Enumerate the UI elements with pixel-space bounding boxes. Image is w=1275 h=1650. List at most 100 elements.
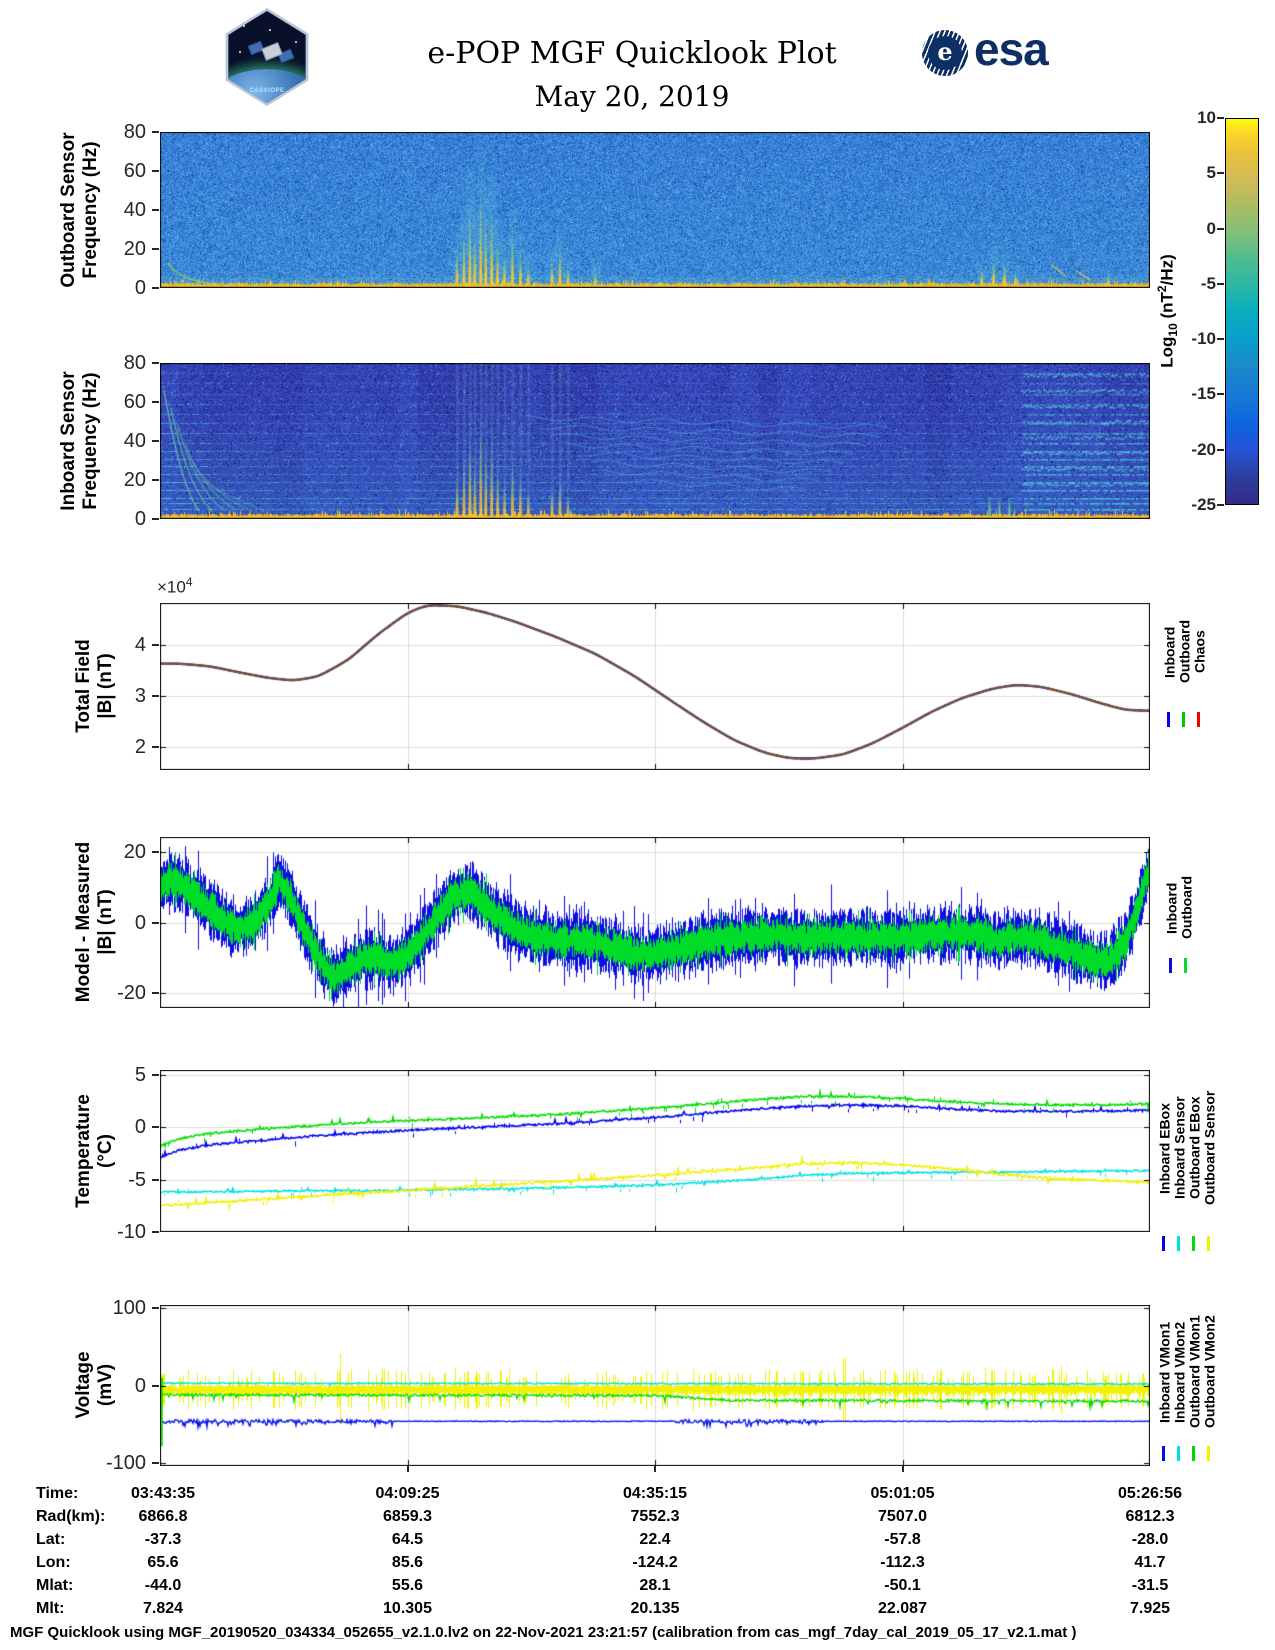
y-axis-multiplier: ×104 bbox=[157, 575, 193, 597]
tick-label: 80 bbox=[123, 352, 146, 374]
legend-swatch bbox=[1207, 1236, 1210, 1251]
tick-mark bbox=[152, 851, 159, 854]
tick-label: 60 bbox=[123, 391, 146, 413]
outboard-spectrogram-canvas bbox=[160, 132, 1150, 288]
axis-cell: 6859.3 bbox=[383, 1508, 432, 1525]
axis-cell: 7507.0 bbox=[878, 1508, 927, 1525]
tick-label: -100 bbox=[105, 1452, 146, 1475]
colorbar-tick-label: 5 bbox=[1206, 163, 1216, 183]
tick-mark bbox=[152, 170, 159, 172]
axis-cell: -50.1 bbox=[884, 1577, 921, 1594]
axis-cell: -28.0 bbox=[1131, 1531, 1169, 1548]
legend-label: Outboard bbox=[1178, 876, 1195, 940]
axis-cell: -31.5 bbox=[1131, 1577, 1169, 1594]
legend-swatch bbox=[1192, 1236, 1195, 1251]
legend-label: Outboard EBox bbox=[1186, 1096, 1203, 1200]
tick-mark bbox=[152, 209, 159, 211]
tick-label: 0 bbox=[134, 911, 146, 934]
tick-mark bbox=[152, 1306, 159, 1309]
tick-mark bbox=[152, 1384, 159, 1387]
legend-label: Inboard VMon2 bbox=[1171, 1321, 1188, 1423]
axis-row-label: Mlat: bbox=[36, 1577, 74, 1594]
x-tick-mark bbox=[901, 1466, 904, 1472]
inboard-spectrogram-canvas bbox=[160, 363, 1150, 519]
tick-mark bbox=[152, 248, 159, 250]
axis-cell: 41.7 bbox=[1134, 1554, 1166, 1571]
tick-mark bbox=[152, 440, 159, 442]
axis-cell: -124.2 bbox=[632, 1554, 678, 1571]
page-title: e-POP MGF Quicklook Plot bbox=[427, 36, 837, 71]
legend-swatch bbox=[1167, 712, 1170, 727]
tick-label: 4 bbox=[134, 633, 146, 656]
model-measured-canvas bbox=[160, 837, 1150, 1008]
tick-label: 60 bbox=[123, 160, 146, 182]
colorbar-tick-label: -10 bbox=[1191, 329, 1216, 349]
x-tick-mark bbox=[406, 1466, 409, 1472]
tick-label: 100 bbox=[112, 1296, 146, 1319]
axis-cell: -44.0 bbox=[144, 1577, 182, 1594]
legend-label: Outboard bbox=[1176, 620, 1193, 684]
axis-cell: 65.6 bbox=[147, 1554, 179, 1571]
axis-cell: 04:35:15 bbox=[622, 1485, 688, 1502]
colorbar-tick-mark bbox=[1217, 282, 1224, 285]
tick-label: 20 bbox=[123, 238, 146, 260]
axis-cell: 05:01:05 bbox=[870, 1485, 935, 1502]
axis-cell: 22.087 bbox=[878, 1600, 927, 1617]
axis-cell: 05:26:56 bbox=[1117, 1485, 1183, 1502]
tick-label: 0 bbox=[134, 508, 146, 530]
legend-swatch bbox=[1177, 1446, 1180, 1461]
axis-cell: 10.305 bbox=[383, 1600, 432, 1617]
tick-mark bbox=[152, 991, 159, 994]
tick-label: 20 bbox=[123, 469, 146, 491]
tick-mark bbox=[152, 695, 159, 697]
esa-logo: esa bbox=[974, 23, 1049, 75]
axis-cell: 7552.3 bbox=[630, 1508, 680, 1525]
tick-mark bbox=[152, 1462, 159, 1465]
cassiope-patch-art: CASSIOPE bbox=[228, 11, 306, 103]
colorbar-tick-mark bbox=[1217, 448, 1224, 451]
axis-row-label: Lon: bbox=[36, 1554, 71, 1571]
colorbar bbox=[1225, 118, 1259, 505]
tick-mark bbox=[152, 921, 159, 924]
axis-cell: 03:43:35 bbox=[130, 1485, 196, 1502]
cassiope-mission-patch: CASSIOPE bbox=[225, 8, 309, 106]
axis-row-label: Time: bbox=[36, 1485, 79, 1502]
axis-cell: 85.6 bbox=[391, 1554, 424, 1571]
tick-label: -20 bbox=[117, 981, 146, 1004]
legend-swatch bbox=[1162, 1446, 1165, 1461]
legend-swatch bbox=[1169, 958, 1172, 973]
tick-label: 40 bbox=[123, 199, 146, 221]
axis-row-label: Rad(km): bbox=[36, 1508, 106, 1525]
legend-label: Outboard VMon1 bbox=[1186, 1315, 1203, 1429]
legend-swatch bbox=[1177, 1236, 1180, 1251]
cassiope-patch-label: CASSIOPE bbox=[249, 88, 285, 94]
legend-label: Inboard Sensor bbox=[1171, 1096, 1188, 1200]
legend-swatch bbox=[1197, 712, 1200, 727]
tick-mark bbox=[152, 1178, 159, 1181]
legend-swatch bbox=[1192, 1446, 1195, 1461]
colorbar-tick-label: -25 bbox=[1191, 495, 1216, 514]
colorbar-tick-mark bbox=[1217, 504, 1224, 506]
axis-cell: 6866.8 bbox=[138, 1508, 188, 1525]
axis-cell: -37.3 bbox=[144, 1531, 182, 1548]
legend-label: Chaos bbox=[1191, 630, 1208, 674]
colorbar-tick-mark bbox=[1217, 117, 1224, 119]
colorbar-label: Log10 (nT2/Hz) bbox=[1155, 254, 1181, 368]
legend-swatch bbox=[1162, 1236, 1165, 1251]
colorbar-tick-label: 0 bbox=[1206, 218, 1216, 238]
tick-mark bbox=[152, 746, 159, 749]
colorbar-tick-label: -20 bbox=[1191, 439, 1216, 459]
tick-label: -10 bbox=[117, 1221, 146, 1243]
axis-cell: 55.6 bbox=[391, 1577, 424, 1594]
axis-cell: 22.4 bbox=[639, 1531, 671, 1548]
axis-cell: 7.824 bbox=[142, 1600, 184, 1617]
footer-note: MGF Quicklook using MGF_20190520_034334_… bbox=[10, 1624, 1077, 1641]
legend-label: Inboard VMon1 bbox=[1156, 1321, 1173, 1423]
tick-mark bbox=[152, 287, 159, 289]
tick-label: 0 bbox=[134, 277, 146, 299]
tick-mark bbox=[152, 401, 159, 403]
voltage-canvas bbox=[160, 1305, 1150, 1466]
plot-date: May 20, 2019 bbox=[534, 80, 730, 113]
colorbar-tick-mark bbox=[1217, 393, 1224, 396]
tick-label: 2 bbox=[134, 736, 146, 759]
